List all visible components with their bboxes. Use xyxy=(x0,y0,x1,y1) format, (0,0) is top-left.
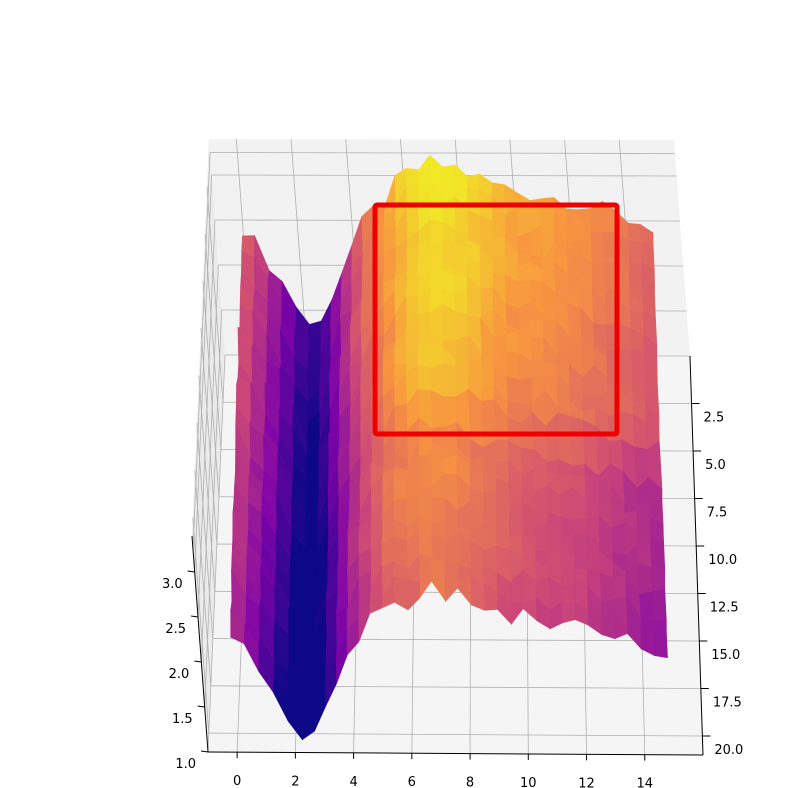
surface-patch xyxy=(530,337,545,362)
z-tick-mark xyxy=(194,660,202,663)
surface-patch xyxy=(506,351,521,381)
surface-patch xyxy=(534,524,550,554)
x-tick-label: 2 xyxy=(291,775,299,788)
surface-patch xyxy=(303,596,317,620)
surface-patch xyxy=(517,231,531,256)
grid-line-z xyxy=(194,174,213,573)
side-pane xyxy=(192,139,225,752)
z-tick-label: 3.0 xyxy=(162,577,183,592)
x-tick-label: 4 xyxy=(349,775,357,788)
surface-patch xyxy=(418,442,433,457)
z-tick-label: 2.5 xyxy=(165,622,186,637)
surface-patch xyxy=(383,247,397,271)
surface-patch xyxy=(417,343,431,369)
surface-patch xyxy=(619,348,633,369)
x-tick-label: 12 xyxy=(578,776,595,788)
surface-patch xyxy=(572,464,586,477)
surface-patch xyxy=(653,619,667,631)
surface-patch xyxy=(418,242,432,259)
surface-patch xyxy=(638,563,653,595)
grid-line-y xyxy=(208,732,703,737)
surface-patch xyxy=(653,628,668,659)
z-tick-label: 1.0 xyxy=(175,757,196,772)
highlight-box xyxy=(372,202,620,437)
surface-patch xyxy=(505,330,520,355)
y-tick-label: 17.5 xyxy=(713,696,742,711)
surface-patch xyxy=(442,363,457,398)
grid-line-z xyxy=(200,264,219,663)
surface-patch xyxy=(530,319,544,339)
surface-patch xyxy=(430,219,444,244)
surface-patch xyxy=(418,311,432,339)
surface-patch xyxy=(431,496,446,524)
surface-patch xyxy=(430,390,446,429)
z-tick-mark xyxy=(200,750,209,753)
surface-patch xyxy=(640,617,654,630)
x-tick-label: 10 xyxy=(520,776,537,788)
y-tick-label: 5.0 xyxy=(705,458,726,473)
x-tick-label: 6 xyxy=(408,775,416,788)
surface-patch xyxy=(480,287,494,316)
y-tick-label: 2.5 xyxy=(704,411,725,426)
surface-patch xyxy=(531,359,545,378)
y-tick-label: 15.0 xyxy=(711,648,740,663)
x-tick-label: 8 xyxy=(466,776,474,788)
tick-labels: 0 2 4 6 8 10 12 14 2.5 5.0 7.5 10.0 12.5 15.0 17.5 20.0… xyxy=(162,411,743,788)
surface-patch xyxy=(639,591,654,621)
axis-lines xyxy=(187,355,711,761)
surface-patch xyxy=(454,275,468,294)
surface-patch xyxy=(417,364,432,392)
surface-patch xyxy=(418,454,433,490)
surface-patch xyxy=(467,209,482,243)
surface-patch xyxy=(481,398,497,449)
surface-patch xyxy=(308,335,322,361)
z-tick-mark xyxy=(190,615,199,618)
y-tick-label: 12.5 xyxy=(710,601,739,616)
z-tick-mark xyxy=(187,570,195,573)
surface-patch xyxy=(516,202,531,238)
surface-patch xyxy=(567,304,582,337)
surface-patch xyxy=(611,522,627,556)
surface-patch xyxy=(519,376,534,405)
grid-line-z xyxy=(207,354,226,753)
grid-line-z xyxy=(204,309,223,708)
grid-line-z xyxy=(192,152,211,550)
grid-line-z xyxy=(209,152,676,154)
z-tick-label: 2.0 xyxy=(169,667,190,682)
x-tick-label: 0 xyxy=(233,774,241,788)
surface-patch xyxy=(443,396,458,428)
surface-patch xyxy=(506,377,521,405)
surface-patch xyxy=(599,572,615,603)
z-tick-mark xyxy=(197,705,205,708)
x-tick-label: 14 xyxy=(636,777,653,788)
y-tick-label: 7.5 xyxy=(707,506,728,521)
surface-patch xyxy=(394,403,408,433)
x-axis-line xyxy=(207,751,704,756)
grid-line-z xyxy=(197,219,216,618)
surface-patch xyxy=(612,576,627,600)
surface-patch xyxy=(628,239,642,266)
z-tick-label: 1.5 xyxy=(172,712,193,727)
surface-patch xyxy=(495,439,509,462)
y-tick-label: 10.0 xyxy=(708,553,737,568)
y-tick-label: 20.0 xyxy=(714,743,743,758)
surface-patch xyxy=(561,602,576,624)
surface-patch xyxy=(418,529,433,559)
surface-patch xyxy=(573,518,587,536)
surface-patch xyxy=(573,533,588,561)
surface-patch xyxy=(651,588,667,622)
surface-mesh xyxy=(230,154,668,741)
